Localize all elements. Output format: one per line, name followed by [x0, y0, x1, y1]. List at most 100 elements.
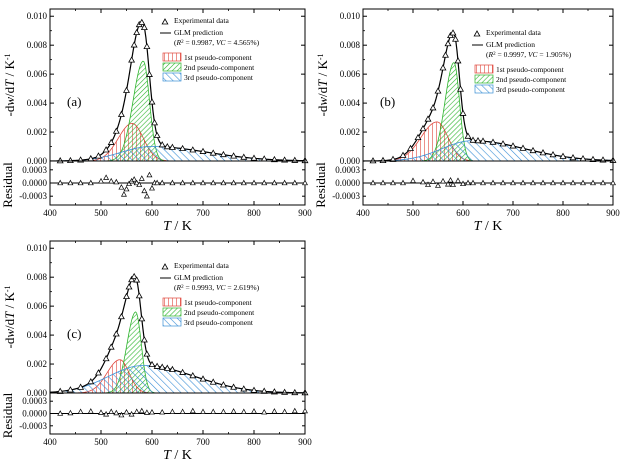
- residual-point: [133, 179, 140, 186]
- residual-point: [189, 407, 196, 414]
- experimental-point: [189, 371, 197, 379]
- x-tick-label: 900: [298, 437, 312, 447]
- stats-part: = 0.9987,: [184, 38, 216, 47]
- y-axis-label-part: T: [315, 79, 330, 87]
- residual-point: [67, 179, 74, 186]
- residual-point: [560, 179, 566, 186]
- experimental-point: [250, 154, 258, 161]
- experimental-point: [199, 147, 207, 154]
- x-tick-label: 900: [606, 208, 620, 218]
- residual-point: [400, 179, 406, 186]
- experimental-point: [457, 85, 464, 92]
- legend-swatch-pc1: [162, 52, 182, 62]
- experimental-point: [145, 70, 153, 77]
- x-tick-label: 500: [406, 208, 420, 218]
- residual-point: [490, 179, 496, 186]
- residual-point: [261, 408, 268, 415]
- experimental-point: [117, 110, 125, 117]
- residual-point: [87, 179, 94, 186]
- y-axis-label-part: /d: [2, 86, 17, 97]
- panel-label: (c): [67, 326, 81, 341]
- residual-point: [108, 408, 115, 415]
- experimental-point: [240, 153, 248, 160]
- experimental-point: [123, 86, 130, 93]
- experimental-point: [143, 42, 151, 50]
- experimental-point: [87, 377, 95, 385]
- y-tick-label: 0.000: [340, 156, 361, 166]
- y-axis-label-part: / K: [2, 292, 17, 312]
- experimental-point: [107, 343, 115, 350]
- stats-part: 2: [493, 52, 496, 57]
- y-tick-label: 0.002: [340, 127, 360, 137]
- residual-y-tick-label: 0.0000: [335, 178, 360, 188]
- experimental-point: [179, 144, 187, 152]
- experimental-point: [464, 132, 472, 139]
- experimental-point: [589, 155, 597, 162]
- x-tick-label: 800: [247, 208, 261, 218]
- y-tick-label: 0.002: [27, 359, 47, 369]
- y-tick-label: 0.004: [340, 98, 361, 108]
- y-tick-label: 0.006: [27, 301, 48, 311]
- stats-part: = 2.619%): [226, 283, 260, 292]
- experimental-point: [219, 381, 227, 388]
- residual-point: [590, 179, 596, 186]
- legend-experimental-marker: [473, 30, 481, 37]
- experimental-point: [569, 153, 577, 161]
- residual-point: [108, 177, 115, 184]
- residual-point: [540, 179, 546, 186]
- panel-label: (b): [380, 94, 395, 109]
- experimental-point: [130, 272, 138, 280]
- experimental-point: [66, 386, 74, 393]
- legend-swatch-pc3: [162, 317, 182, 327]
- legend-experimental-label: Experimental data: [486, 28, 541, 37]
- residual-point: [230, 408, 237, 414]
- y-axis-label-part: / K: [2, 60, 17, 80]
- residual-point: [390, 179, 396, 186]
- residual-point: [200, 179, 206, 186]
- legend-label-pc3: 3rd pseudo-component: [184, 73, 254, 82]
- residual-point: [281, 408, 288, 415]
- residual-point: [120, 191, 127, 197]
- experimental-point: [429, 104, 437, 111]
- experimental-point: [219, 150, 227, 158]
- residual-point: [113, 178, 120, 185]
- residual-point: [57, 179, 64, 186]
- panel-c: 0.0000.0020.0040.0060.0080.010(c)-dw/dT …: [0, 240, 312, 463]
- residual-point: [480, 179, 486, 186]
- residual-point: [136, 181, 143, 187]
- residual-point: [470, 179, 476, 186]
- experimental-point: [94, 152, 102, 159]
- residual-point: [118, 184, 125, 190]
- experimental-point: [123, 292, 130, 300]
- y-axis-label-part: -d: [2, 105, 17, 116]
- residual-point: [450, 181, 456, 187]
- experimental-point: [163, 364, 171, 371]
- residual-point: [440, 177, 446, 184]
- residual-point: [251, 408, 257, 414]
- legend-label-pc3: 3rd pseudo-component: [184, 318, 254, 327]
- legend: Experimental data GLM prediction(R2 = 0.9…: [160, 261, 260, 327]
- residual-point: [520, 179, 526, 186]
- residual-point: [220, 179, 227, 186]
- residual-point: [302, 179, 308, 186]
- x-tick-label: 700: [196, 437, 210, 447]
- residual-point: [131, 176, 138, 182]
- x-axis-label: T / K: [474, 219, 503, 234]
- residual-point: [600, 179, 606, 186]
- residual-point: [210, 408, 217, 415]
- legend-label-pc2: 2nd pseudo-component: [496, 75, 567, 84]
- residual-y-tick-label: 0.0000: [22, 178, 47, 188]
- residual-point: [143, 409, 150, 415]
- residual-point: [138, 407, 145, 414]
- stats-part: R: [488, 50, 494, 59]
- experimental-point: [240, 385, 248, 392]
- residual-point: [159, 179, 166, 186]
- experimental-point: [179, 368, 187, 375]
- x-tick-label: 600: [145, 208, 159, 218]
- residual-point: [500, 179, 506, 186]
- experimental-point: [94, 369, 102, 376]
- y-axis-label-part: w: [2, 329, 17, 338]
- y-axis-label-part: -d: [2, 337, 17, 348]
- residual-point: [98, 177, 104, 184]
- experimental-point: [112, 330, 120, 337]
